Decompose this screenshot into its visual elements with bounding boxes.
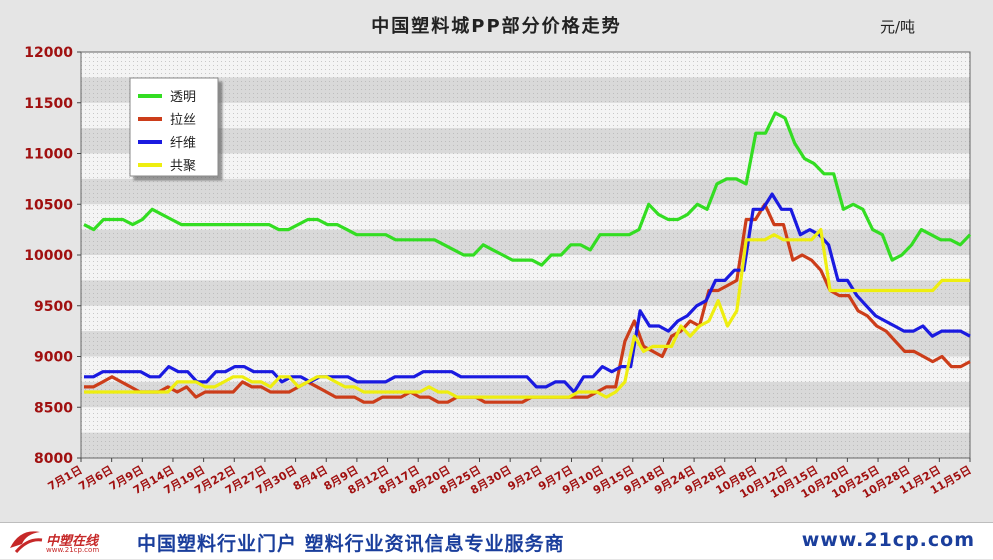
plot-band [81,178,970,205]
plot-band [81,280,970,306]
y-axis: 8000 8500 9000 9500 10000 10500 11000 11500 1200… [24,45,81,467]
y-tick-label: 8000 [34,451,73,467]
y-tick-label: 10000 [24,248,73,264]
logo-url: www.21cp.com [46,546,100,554]
plot-band [81,331,970,357]
legend-label: 拉丝 [170,113,196,128]
footer-slogan: 中国塑料行业门户 塑料行业资讯信息专业服务商 [137,533,565,555]
price-trend-chart: 8000 8500 9000 9500 10000 10500 11000 11500 1200… [24,45,974,501]
y-tick-label: 9000 [34,350,73,366]
chart-title: 中国塑料城PP部分价格走势 [371,16,622,37]
site-logo[interactable]: 中塑在线 www.21cp.com [6,526,122,556]
x-axis: 7月1日7月6日7月9日7月14日7月19日7月22日7月27日7月30日8月4… [46,458,974,501]
series-line-透明 [83,111,972,267]
plot-band [81,381,970,408]
series-line-共聚 [84,228,970,399]
x-tick-label: 7月1日 [46,463,85,493]
legend-label: 纤维 [170,136,196,151]
legend-label: 透明 [170,90,196,105]
plot-band [81,128,970,154]
footer-banner: 中塑在线 www.21cp.com 中国塑料行业门户 塑料行业资讯信息专业服务商… [0,522,993,559]
x-tick-label: 7月6日 [76,463,115,493]
y-tick-label: 10500 [24,197,73,213]
y-tick-label: 11500 [24,96,73,112]
x-tick-label: 9月2日 [506,463,545,493]
legend-label: 共聚 [170,159,196,174]
plot-band [81,77,970,103]
plot-background [80,51,971,459]
logo-text: 中塑在线 [46,534,99,549]
y-tick-label: 11000 [24,147,73,163]
footer-url[interactable]: www.21cp.com [801,529,975,551]
unit-label: 元/吨 [880,18,916,36]
series-line-拉丝 [84,202,971,404]
series-lines [83,111,972,404]
plot-band [81,432,970,458]
y-tick-label: 8500 [34,400,73,416]
y-tick-label: 12000 [24,45,73,61]
plot-band [81,229,970,255]
y-tick-label: 9500 [34,299,73,315]
x-tick-label: 8月4日 [291,463,330,493]
logo-icon [10,531,43,553]
